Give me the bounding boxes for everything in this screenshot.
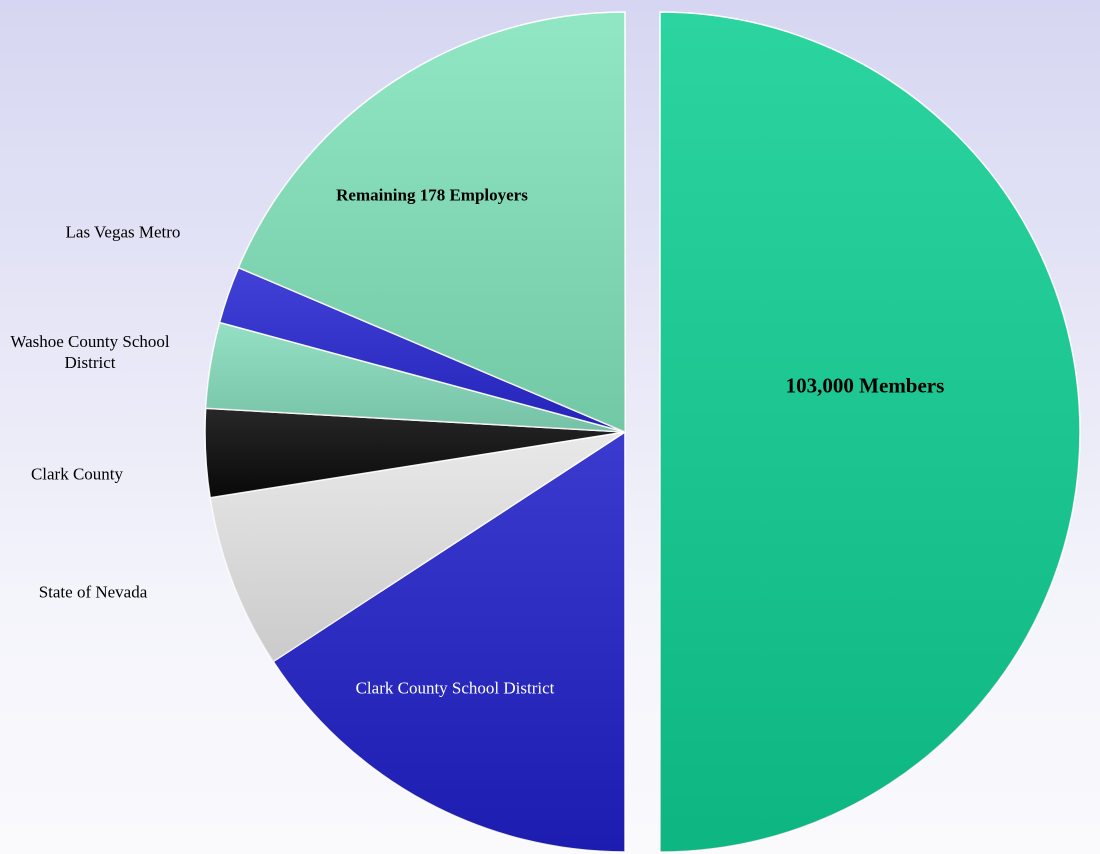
slice-label: Clark County School District	[355, 678, 555, 698]
slice-shade	[660, 12, 1080, 852]
slice-shade	[219, 267, 625, 432]
slice-shade	[238, 11, 625, 433]
slice-shade	[205, 322, 625, 432]
slice-label: Washoe County School District	[10, 332, 170, 372]
slice-label: Clark County	[30, 464, 124, 484]
slice-shade	[273, 432, 625, 852]
slice-label: Remaining 178 Employers	[336, 185, 528, 205]
slice-label: State of Nevada	[38, 582, 148, 602]
slice-shade	[205, 408, 625, 498]
slice-shade	[210, 432, 625, 662]
slice-label: Las Vegas Metro	[65, 222, 181, 242]
slice-label: 103,000 Members	[785, 373, 945, 398]
